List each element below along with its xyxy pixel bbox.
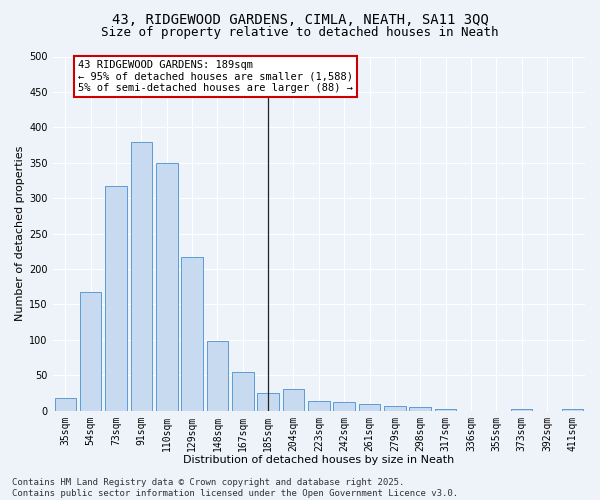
Bar: [409, 407, 431, 410]
Bar: [232, 372, 254, 410]
Bar: [131, 142, 152, 410]
Bar: [206, 342, 228, 410]
Bar: [105, 186, 127, 410]
X-axis label: Distribution of detached houses by size in Neath: Distribution of detached houses by size …: [183, 455, 454, 465]
Bar: [359, 404, 380, 410]
Text: Contains HM Land Registry data © Crown copyright and database right 2025.
Contai: Contains HM Land Registry data © Crown c…: [12, 478, 458, 498]
Text: 43, RIDGEWOOD GARDENS, CIMLA, NEATH, SA11 3QQ: 43, RIDGEWOOD GARDENS, CIMLA, NEATH, SA1…: [112, 12, 488, 26]
Bar: [257, 393, 279, 410]
Bar: [283, 390, 304, 410]
Text: Size of property relative to detached houses in Neath: Size of property relative to detached ho…: [101, 26, 499, 39]
Bar: [55, 398, 76, 410]
Bar: [308, 401, 329, 410]
Bar: [80, 292, 101, 410]
Y-axis label: Number of detached properties: Number of detached properties: [15, 146, 25, 322]
Bar: [156, 164, 178, 410]
Bar: [181, 257, 203, 410]
Text: 43 RIDGEWOOD GARDENS: 189sqm
← 95% of detached houses are smaller (1,588)
5% of : 43 RIDGEWOOD GARDENS: 189sqm ← 95% of de…: [78, 60, 353, 93]
Bar: [384, 406, 406, 410]
Bar: [334, 402, 355, 410]
